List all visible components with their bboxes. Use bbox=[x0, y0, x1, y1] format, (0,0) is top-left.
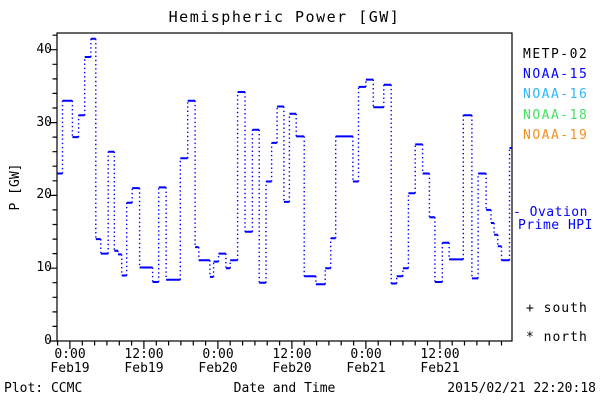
x-axis-label: Date and Time bbox=[233, 381, 336, 396]
x-tick-label: 0:00 Feb21 bbox=[331, 348, 401, 376]
plot-timestamp: 2015/02/21 22:20:18 bbox=[447, 381, 596, 396]
x-tick-time: 12:00 bbox=[420, 347, 460, 362]
y-axis-label: P [GW] bbox=[8, 163, 23, 211]
legend-item-noaa15: NOAA-15 bbox=[523, 67, 589, 82]
plot-box bbox=[56, 32, 513, 342]
x-tick-date: Feb21 bbox=[420, 361, 460, 376]
chart-title: Hemispheric Power [GW] bbox=[168, 8, 401, 26]
x-tick-date: Feb20 bbox=[272, 361, 312, 376]
x-tick-label: 12:00 Feb20 bbox=[257, 348, 327, 376]
y-tick-label: 10 bbox=[36, 260, 52, 275]
x-tick-label: 12:00 Feb21 bbox=[405, 348, 475, 376]
x-tick-time: 12:00 bbox=[272, 347, 312, 362]
north-marker-label: * north bbox=[526, 330, 588, 345]
legend-item-metp02: METP-02 bbox=[523, 47, 589, 62]
plot-credit: Plot: CCMC bbox=[4, 381, 83, 396]
x-tick-date: Feb20 bbox=[198, 361, 238, 376]
legend-item-noaa18: NOAA-18 bbox=[523, 108, 589, 123]
hpi-step-segments bbox=[57, 37, 512, 286]
x-tick-date: Feb19 bbox=[124, 361, 164, 376]
legend-model-line1: - Ovation bbox=[513, 205, 588, 220]
y-tick-label: 40 bbox=[36, 42, 52, 57]
y-tick-label: 30 bbox=[36, 115, 52, 130]
south-marker-label: + south bbox=[526, 301, 588, 316]
x-tick-label: 0:00 Feb20 bbox=[183, 348, 253, 376]
x-tick-time: 0:00 bbox=[54, 347, 86, 362]
x-tick-date: Feb21 bbox=[346, 361, 386, 376]
x-tick-time: 0:00 bbox=[202, 347, 234, 362]
y-tick-label: 20 bbox=[36, 187, 52, 202]
axis-ticks bbox=[49, 34, 503, 349]
y-tick-label: 0 bbox=[44, 333, 52, 348]
x-tick-time: 0:00 bbox=[350, 347, 382, 362]
x-tick-label: 12:00 Feb19 bbox=[109, 348, 179, 376]
legend-item-noaa19: NOAA-19 bbox=[523, 128, 589, 143]
hpi-dotted-risers bbox=[61, 38, 511, 285]
x-tick-time: 12:00 bbox=[124, 347, 164, 362]
x-tick-label: 0:00 Feb19 bbox=[35, 348, 105, 376]
x-tick-date: Feb19 bbox=[50, 361, 90, 376]
legend-item-noaa16: NOAA-16 bbox=[523, 87, 589, 102]
legend-model: - Ovation Prime HPI bbox=[513, 206, 599, 232]
legend-model-line2: Prime HPI bbox=[518, 218, 593, 233]
